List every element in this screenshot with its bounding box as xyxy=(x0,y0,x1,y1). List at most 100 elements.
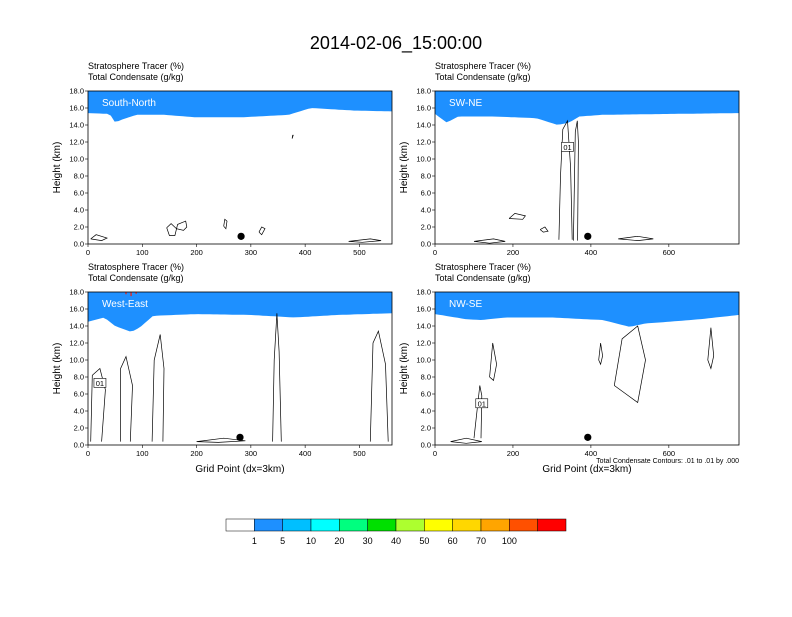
y-tick-label: 4.0 xyxy=(421,206,431,215)
y-tick-label: 10.0 xyxy=(69,155,84,164)
colorbar-swatch xyxy=(339,518,368,532)
plot-frame xyxy=(434,90,740,245)
y-tick-label: 0.0 xyxy=(74,441,84,450)
y-tick-label: 6.0 xyxy=(74,189,84,198)
y-tick-label: 16.0 xyxy=(416,305,431,314)
condensate-contour xyxy=(450,437,482,444)
plot-area: 01 xyxy=(435,292,739,444)
x-tick-label: 0 xyxy=(433,248,437,257)
condensate-contour xyxy=(291,134,294,139)
y-tick-label: 14.0 xyxy=(416,121,431,130)
location-marker xyxy=(584,232,592,240)
x-tick-label: 400 xyxy=(299,248,312,257)
y-tick-label: 14.0 xyxy=(416,322,431,331)
panel-subtitle: Stratosphere Tracer (%) xyxy=(88,61,184,71)
panel-subtitle: Stratosphere Tracer (%) xyxy=(88,262,184,272)
tracer-band xyxy=(88,292,392,332)
panel-label: SW-NE xyxy=(449,98,482,109)
tracer-band xyxy=(88,91,392,122)
condensate-contour xyxy=(707,327,715,370)
condensate-contour xyxy=(151,334,165,442)
plot-frame xyxy=(87,291,393,446)
panel-subtitle: Total Condensate (g/kg) xyxy=(435,273,531,283)
y-tick-label: 2.0 xyxy=(74,223,84,232)
main-title: 2014-02-06_15:00:00 xyxy=(310,33,482,54)
y-tick-label: 8.0 xyxy=(421,373,431,382)
y-axis-label: Height (km) xyxy=(399,142,410,194)
y-tick-label: 10.0 xyxy=(416,356,431,365)
y-tick-label: 16.0 xyxy=(69,104,84,113)
contour-label: 01 xyxy=(96,379,104,388)
x-tick-label: 200 xyxy=(190,449,203,458)
condensate-contour xyxy=(558,119,573,240)
x-axis-label: Grid Point (dx=3km) xyxy=(195,464,284,475)
condensate-contour xyxy=(90,367,106,442)
colorbar-label: 5 xyxy=(280,536,285,546)
colorbar-label: 100 xyxy=(502,536,517,546)
colorbar-label: 1 xyxy=(252,536,257,546)
x-tick-label: 500 xyxy=(353,449,366,458)
condensate-contour xyxy=(489,342,497,382)
footnote: Total Condensate Contours: .01 to .01 by… xyxy=(596,458,739,465)
condensate-contour xyxy=(573,120,579,241)
panel-subtitle: Total Condensate (g/kg) xyxy=(88,273,184,283)
y-tick-label: 12.0 xyxy=(69,339,84,348)
plot-frame xyxy=(434,291,740,446)
location-marker xyxy=(237,232,245,240)
y-tick-label: 18.0 xyxy=(69,288,84,297)
y-axis-label: Height (km) xyxy=(52,142,63,194)
condensate-contour xyxy=(258,226,266,236)
colorbar-swatch xyxy=(367,518,397,532)
y-tick-label: 16.0 xyxy=(69,305,84,314)
panel-sw-ne: 01 SW-NE Stratosphere Tracer (%)Total Cond… xyxy=(399,61,740,257)
y-tick-label: 8.0 xyxy=(74,172,84,181)
panel-subtitle: Total Condensate (g/kg) xyxy=(435,72,531,82)
y-tick-label: 12.0 xyxy=(416,138,431,147)
contour-label-box xyxy=(475,398,489,409)
x-tick-label: 0 xyxy=(433,449,437,458)
x-tick-label: 500 xyxy=(353,248,366,257)
y-tick-label: 2.0 xyxy=(74,424,84,433)
x-tick-label: 0 xyxy=(86,449,90,458)
panel-label: NW-SE xyxy=(449,299,482,310)
colorbar-swatch xyxy=(254,518,283,532)
y-tick-label: 2.0 xyxy=(421,223,431,232)
x-tick-label: 200 xyxy=(190,248,203,257)
y-tick-label: 4.0 xyxy=(74,206,84,215)
x-tick-label: 400 xyxy=(299,449,312,458)
x-tick-label: 100 xyxy=(136,449,149,458)
x-tick-label: 200 xyxy=(507,248,520,257)
panel-label: West-East xyxy=(102,299,148,310)
condensate-contour xyxy=(473,385,483,439)
x-tick-label: 100 xyxy=(136,248,149,257)
colorbar-label: 50 xyxy=(419,536,429,546)
condensate-contour xyxy=(272,313,282,442)
y-tick-label: 4.0 xyxy=(74,407,84,416)
condensate-contour xyxy=(618,235,654,241)
condensate-contour xyxy=(120,355,133,442)
colorbar-swatch xyxy=(424,518,453,532)
colorbar-label: 20 xyxy=(334,536,344,546)
panel-subtitle: Stratosphere Tracer (%) xyxy=(435,262,531,272)
colorbar-label: 10 xyxy=(306,536,316,546)
location-marker xyxy=(584,433,592,441)
y-tick-label: 0.0 xyxy=(421,441,431,450)
panel-subtitle: Total Condensate (g/kg) xyxy=(88,72,184,82)
x-tick-label: 600 xyxy=(663,248,676,257)
contour-label-box xyxy=(93,378,107,388)
condensate-contour xyxy=(90,234,108,241)
location-marker xyxy=(236,433,244,441)
x-axis-label: Grid Point (dx=3km) xyxy=(542,464,631,475)
condensate-contour xyxy=(348,238,382,243)
panel-south-north: South-North Stratosphere Tracer (%)Total … xyxy=(52,61,393,257)
panel-west-east: 01 West-East Stratosphere Tracer (%)Total … xyxy=(52,262,393,475)
condensate-contour xyxy=(613,325,646,404)
condensate-contour xyxy=(473,238,506,244)
y-tick-label: 14.0 xyxy=(69,121,84,130)
x-tick-label: 400 xyxy=(585,449,598,458)
condensate-contour xyxy=(166,220,188,236)
y-tick-label: 8.0 xyxy=(74,373,84,382)
plot-area: 01 xyxy=(88,292,392,443)
colorbar-swatch xyxy=(310,518,340,532)
